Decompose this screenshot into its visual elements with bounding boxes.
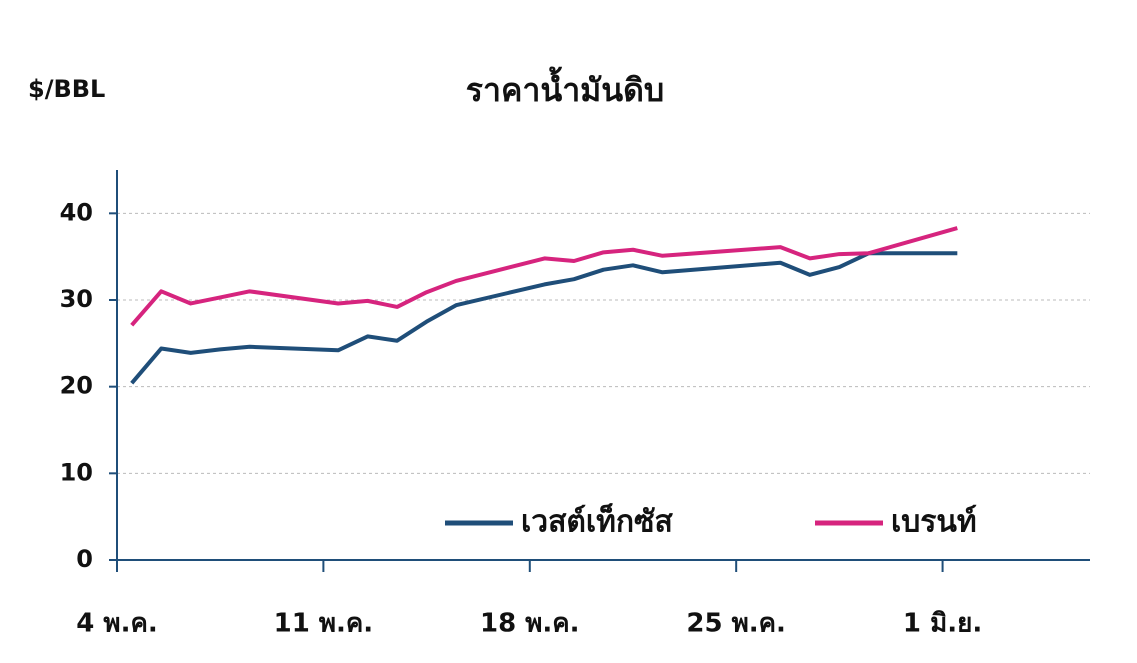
- y-tick-label: 40: [60, 198, 93, 226]
- y-tick-label: 10: [60, 458, 93, 486]
- x-tick-label: 4 พ.ค.: [76, 609, 157, 639]
- y-tick-label: 0: [76, 545, 93, 573]
- x-tick-label: 25 พ.ค.: [686, 609, 786, 639]
- series-line: [130, 251, 958, 385]
- y-tick-label: 20: [60, 372, 93, 400]
- chart-title: ราคาน้ำมันดิบ: [466, 66, 664, 109]
- y-tick-label: 30: [60, 285, 93, 313]
- legend-label: เวสต์เท็กซัส: [521, 503, 673, 540]
- series-line: [130, 226, 958, 327]
- x-tick-label: 18 พ.ค.: [480, 609, 580, 639]
- legend-label: เบรนท์: [891, 505, 977, 540]
- x-tick-label: 11 พ.ค.: [274, 609, 374, 639]
- y-axis-label: $/BBL: [28, 75, 105, 103]
- x-tick-label: 1 มิ.ย.: [903, 609, 982, 639]
